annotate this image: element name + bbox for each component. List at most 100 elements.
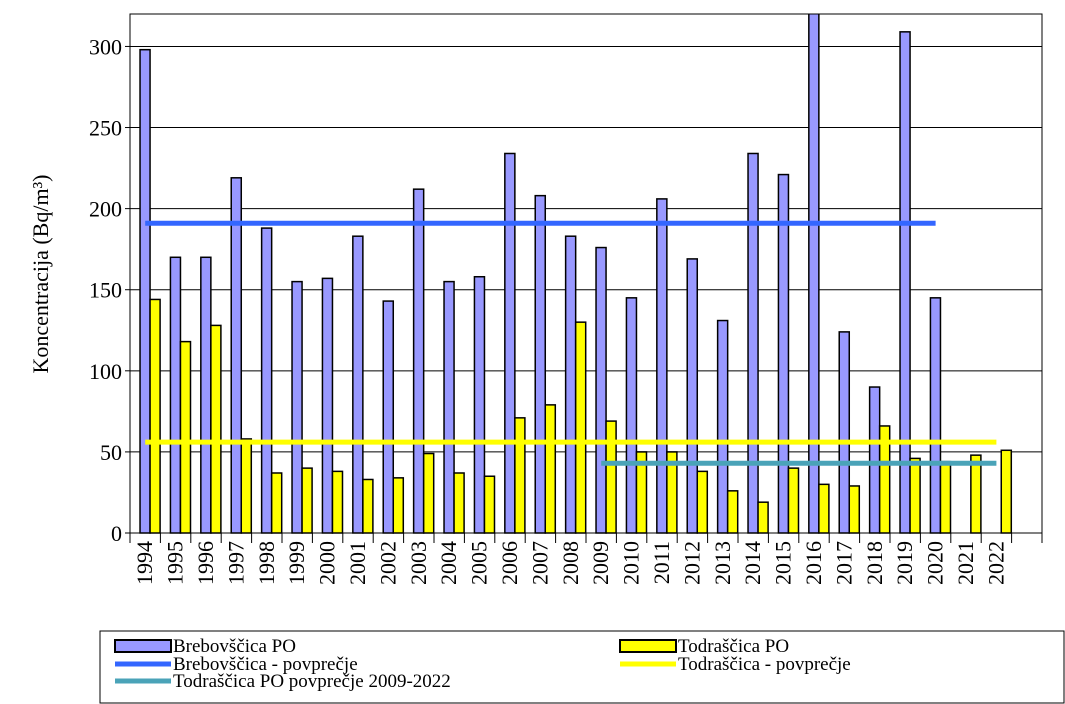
bar	[726, 490, 739, 534]
bar	[139, 48, 151, 534]
bar	[808, 14, 820, 534]
x-tick-label: 2012	[679, 541, 704, 585]
x-tick-label: 2015	[771, 541, 796, 585]
bar	[716, 319, 729, 534]
bar	[422, 452, 435, 534]
bar	[656, 198, 668, 534]
legend-label: Todraščica PO	[678, 636, 789, 657]
bar	[747, 152, 759, 534]
legend: Brebovščica PO Todraščica PO Brebovščica -…	[114, 636, 851, 692]
bar	[321, 277, 334, 534]
x-tick-label: 1999	[284, 541, 309, 585]
x-tick-label: 2003	[406, 541, 431, 585]
bar	[301, 467, 313, 534]
bar	[230, 177, 243, 534]
y-tick-label: 150	[89, 278, 122, 303]
y-tick-label: 250	[89, 116, 122, 141]
x-tick-label: 2014	[740, 541, 765, 585]
legend-frame	[99, 630, 1065, 704]
x-tick-label: 2009	[588, 541, 613, 585]
y-tick-label: 100	[89, 359, 122, 384]
x-tick-label: 1997	[223, 541, 248, 585]
bar	[169, 256, 182, 534]
x-tick-label: 1998	[254, 541, 279, 585]
y-tick-label: 50	[100, 440, 122, 465]
bar	[331, 470, 344, 534]
x-tick-label: 2013	[710, 541, 735, 585]
bar	[838, 331, 851, 534]
x-tick-label: 2021	[953, 541, 978, 585]
axes: 0 50 100 150 200 250 300 1994 1995 1996 1997 1998 19…	[89, 34, 1043, 585]
bar	[868, 386, 881, 534]
x-tick-label: 2004	[436, 541, 461, 585]
bar	[483, 475, 496, 534]
x-tick-label: 1996	[193, 541, 218, 585]
bar	[514, 417, 526, 534]
bar	[625, 297, 638, 534]
x-tick-label: 2006	[497, 541, 522, 585]
x-tick-label: 2022	[983, 541, 1008, 585]
legend-swatch	[114, 639, 172, 653]
bar	[270, 472, 283, 534]
bar	[564, 235, 577, 534]
x-tick-label: 2008	[558, 541, 583, 585]
bar	[149, 298, 161, 534]
bar	[899, 31, 911, 534]
x-tick-label: 2018	[862, 541, 887, 585]
bar	[504, 152, 516, 534]
legend-label: Todraščica - povprečje	[678, 654, 851, 675]
x-tick-label: 2019	[892, 541, 917, 585]
bar	[929, 297, 942, 534]
legend-label: Brebovščica - povprečje	[173, 654, 358, 675]
bar	[909, 457, 921, 534]
y-axis-label: Koncentracija (Bq/m³)	[28, 174, 53, 373]
bar	[970, 454, 982, 534]
bar	[696, 470, 709, 534]
x-tick-label: 2002	[375, 541, 400, 585]
bars	[139, 14, 1013, 534]
x-tick-label: 2010	[619, 541, 644, 585]
bar	[1000, 449, 1013, 534]
y-tick-label: 0	[111, 521, 122, 546]
y-tick-label: 200	[89, 197, 122, 222]
bar	[686, 258, 699, 534]
x-tick-label: 1995	[163, 541, 188, 585]
bar	[544, 404, 557, 534]
bar	[574, 321, 587, 534]
x-tick-label: 2001	[345, 541, 370, 585]
x-tick-label: 1994	[132, 541, 157, 585]
legend-label: Brebovščica PO	[173, 636, 296, 657]
bar	[260, 227, 273, 534]
x-tick-label: 2005	[467, 541, 492, 585]
bar	[605, 420, 617, 534]
bar	[210, 324, 222, 534]
bar	[240, 438, 253, 534]
bar	[595, 246, 607, 534]
bar	[939, 460, 952, 534]
x-tick-label: 2007	[527, 541, 552, 585]
x-tick-label: 2011	[649, 541, 674, 584]
bar	[848, 485, 861, 534]
bar	[362, 478, 374, 534]
y-tick-label: 300	[89, 34, 122, 59]
lines	[145, 220, 997, 466]
bar	[757, 501, 769, 534]
x-tick-label: 2020	[923, 541, 948, 585]
bar	[443, 280, 455, 534]
bar	[818, 483, 830, 534]
legend-swatch	[619, 639, 677, 653]
bar	[382, 300, 395, 534]
legend-label: Todraščica PO povprečje 2009-2022	[173, 671, 451, 692]
bar	[777, 173, 790, 534]
bar	[534, 194, 547, 534]
x-tick-label: 2000	[315, 541, 340, 585]
x-tick-label: 2016	[801, 541, 826, 585]
bar	[787, 467, 800, 534]
bar	[473, 275, 486, 534]
bar	[200, 256, 212, 534]
bar	[179, 340, 192, 534]
bar	[291, 280, 303, 534]
bar	[392, 477, 405, 534]
bar	[352, 235, 364, 534]
bar	[412, 188, 425, 534]
